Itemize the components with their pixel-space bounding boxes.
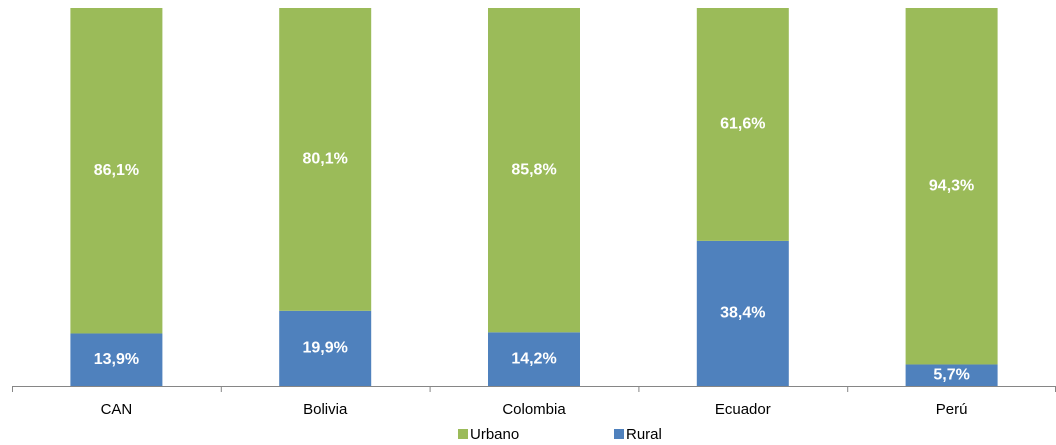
bar-segment bbox=[279, 310, 372, 386]
data-label: 38,4% bbox=[720, 305, 765, 322]
legend-label: Rural bbox=[626, 426, 662, 443]
x-tick-label: Bolivia bbox=[303, 401, 348, 418]
data-label: 13,9% bbox=[94, 351, 139, 368]
bar-segment bbox=[488, 332, 580, 386]
bar-segment bbox=[696, 8, 789, 241]
data-label: 61,6% bbox=[720, 116, 765, 133]
bar-segment bbox=[696, 240, 789, 386]
x-tick-label: Colombia bbox=[502, 401, 566, 418]
data-label: 85,8% bbox=[511, 161, 556, 178]
bar-segment bbox=[905, 364, 998, 386]
data-label: 86,1% bbox=[94, 162, 139, 179]
data-label: 80,1% bbox=[303, 151, 348, 168]
bar-segment bbox=[279, 8, 372, 311]
legend-label: Urbano bbox=[470, 426, 519, 443]
bar-segment bbox=[488, 8, 580, 333]
bar-segment bbox=[70, 8, 163, 334]
bar-segment bbox=[905, 8, 998, 365]
x-tick-label: Perú bbox=[936, 401, 968, 418]
legend-swatch bbox=[614, 429, 624, 439]
legend-swatch bbox=[458, 429, 468, 439]
data-label: 19,9% bbox=[303, 340, 348, 357]
data-label: 14,2% bbox=[511, 350, 556, 367]
bar-segment bbox=[70, 333, 163, 386]
data-label: 94,3% bbox=[929, 177, 974, 194]
data-label: 5,7% bbox=[933, 366, 969, 383]
x-tick-label: CAN bbox=[101, 401, 133, 418]
x-tick-label: Ecuador bbox=[715, 401, 771, 418]
